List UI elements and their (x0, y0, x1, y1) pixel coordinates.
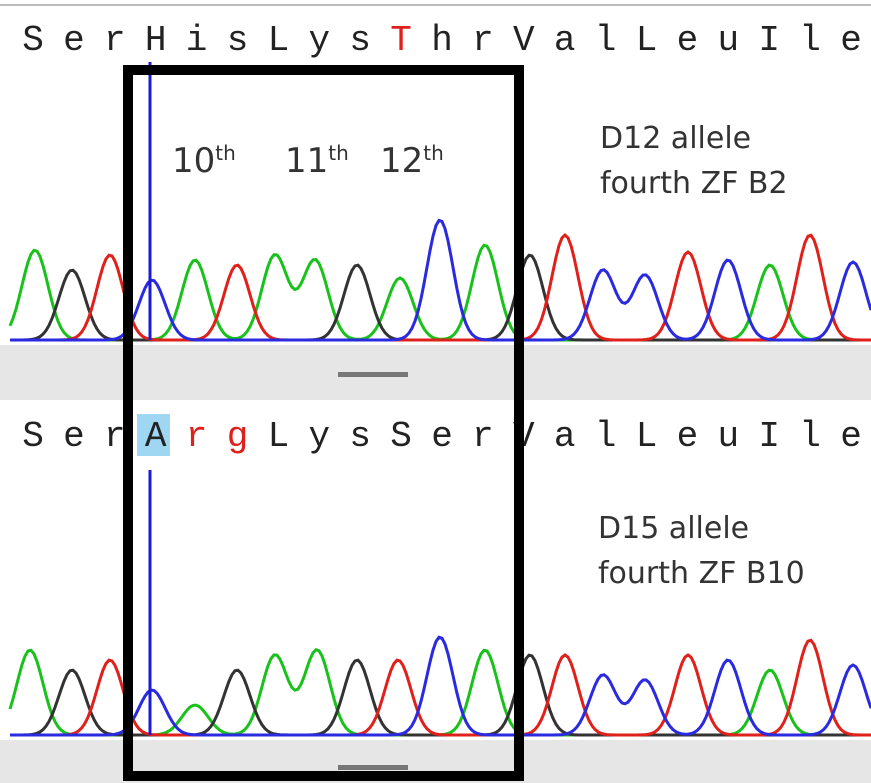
trace (10, 220, 871, 340)
residue-letter: r (186, 416, 208, 457)
traces (10, 220, 871, 735)
ordinal-number: 10 (172, 141, 215, 181)
residue-letter: I (758, 20, 780, 61)
residue-letter: S (390, 416, 412, 457)
residue-letter: u (717, 416, 739, 457)
residue-letter: l (799, 20, 821, 61)
residue-letter: e (63, 20, 85, 61)
chromatogram-figure: SerHisLysThrValLeuIleSerArgLysSerValLeuI… (0, 0, 871, 783)
residue-letter: L (268, 20, 290, 61)
residue-letter: H (145, 20, 167, 61)
ordinal-suffix: th (328, 141, 349, 165)
residue-letter: L (636, 416, 658, 457)
residue-letter: g (227, 416, 249, 457)
residue-letter: e (431, 416, 453, 457)
residue-letter: e (840, 416, 862, 457)
residue-letter: V (513, 20, 535, 61)
residue-letter: y (308, 416, 330, 457)
residue-letter: h (431, 20, 453, 61)
residue-letter: L (636, 20, 658, 61)
residue-letter: S (22, 20, 44, 61)
scroll-handle (338, 765, 408, 770)
residue-letter: r (472, 20, 494, 61)
residue-letter: i (186, 20, 208, 61)
residue-letter: S (22, 416, 44, 457)
allele-label: fourth ZF B10 (598, 556, 805, 591)
residue-letter: a (554, 416, 576, 457)
residue-letter: I (758, 416, 780, 457)
residue-letter: r (104, 20, 126, 61)
allele-label: D15 allele (598, 511, 749, 546)
residue-letter: l (799, 416, 821, 457)
residue-letter: e (840, 20, 862, 61)
ordinal-suffix: th (215, 141, 236, 165)
residue-letter: e (677, 20, 699, 61)
residue-letter: y (308, 20, 330, 61)
ordinal-suffix: th (423, 141, 444, 165)
residue-letter: L (268, 416, 290, 457)
residue-letter: e (63, 416, 85, 457)
residue-letter: l (595, 20, 617, 61)
trace (10, 637, 871, 735)
ordinal: 10th (172, 141, 236, 181)
residue-letter: s (349, 416, 371, 457)
ordinal: 11th (285, 141, 349, 181)
trace (10, 235, 871, 340)
residue-letter: A (145, 416, 167, 457)
ordinal-number: 11 (285, 141, 328, 181)
allele-label: D12 allele (600, 121, 751, 156)
residue-letter: e (677, 416, 699, 457)
ordinal-number: 12 (380, 141, 423, 181)
residue-letter: s (349, 20, 371, 61)
allele-label: fourth ZF B2 (600, 166, 788, 201)
scroll-handle (338, 372, 408, 377)
residue-letter: u (717, 20, 739, 61)
residue-letter: s (227, 20, 249, 61)
residue-letter: r (104, 416, 126, 457)
residue-letter: l (595, 416, 617, 457)
residue-letter: a (554, 20, 576, 61)
ordinal: 12th (380, 141, 444, 181)
residue-letter: r (472, 416, 494, 457)
residue-letter: T (390, 20, 412, 61)
